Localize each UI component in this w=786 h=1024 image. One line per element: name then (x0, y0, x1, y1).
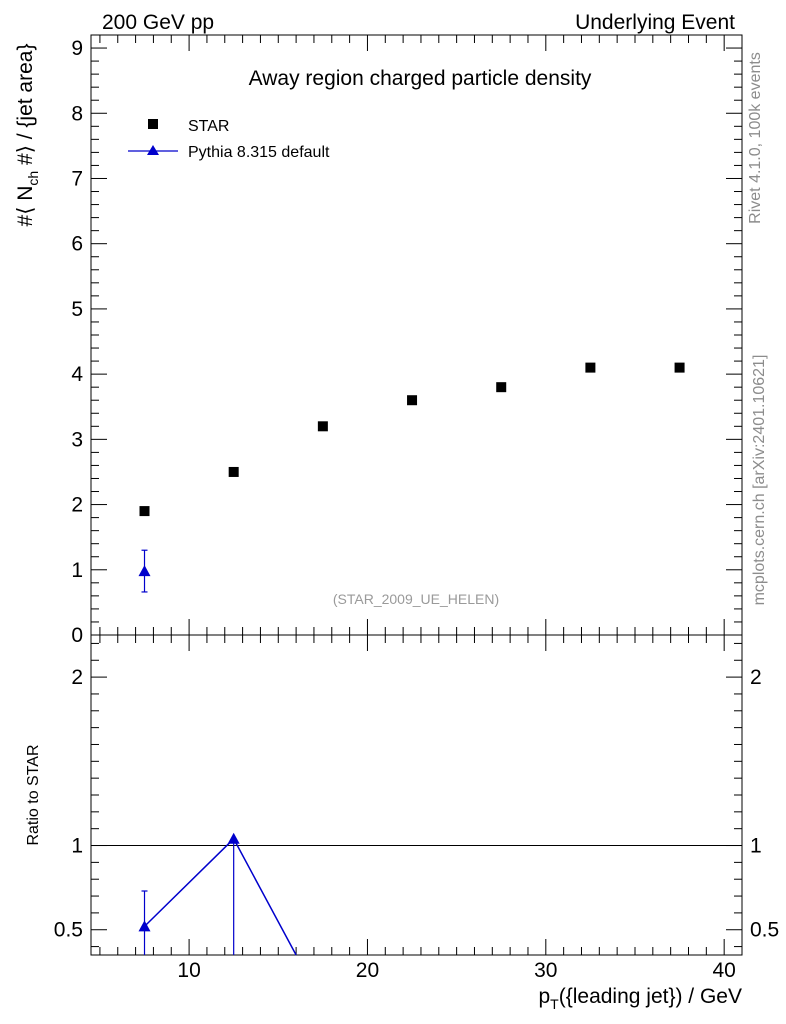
main-y-tick-label: 4 (71, 363, 83, 386)
star-data-point (228, 466, 239, 477)
main-y-tick-label: 0 (71, 624, 83, 647)
ylabel-post: #⟩ / {jet area} (14, 44, 37, 171)
mcplots-source-label: mcplots.cern.ch [arXiv:2401.10621] (751, 355, 768, 606)
ratio-plot-ticks (91, 635, 743, 955)
star-data-point (139, 506, 150, 517)
ratio-x-tick-label: 20 (356, 959, 379, 982)
main-plot-panel: 0 1 2 3 4 5 6 7 8 9 Away region charged particle … (14, 34, 743, 647)
ratio-data-point (227, 832, 240, 844)
xlabel-post: ({leading jet}) / GeV (559, 985, 742, 1008)
main-y-axis-label: #⟨ Nch #⟩ / {jet area} (14, 44, 41, 227)
pythia-data-point (138, 565, 151, 577)
main-y-tick-label: 6 (71, 233, 83, 256)
ratio-series-line (143, 837, 297, 956)
rivet-version-label: Rivet 4.1.0, 100k events (747, 52, 764, 224)
legend-pythia-marker (147, 145, 159, 155)
ratio-y-tick-label: 0.5 (54, 919, 83, 942)
main-y-tick-label: 8 (71, 102, 83, 125)
ratio-plot-frame (90, 634, 743, 956)
main-y-tick-label: 5 (71, 298, 83, 321)
legend-pythia-label: Pythia 8.315 default (188, 144, 330, 161)
ratio-y-tick-label: 1 (71, 835, 83, 858)
ratio-y-tick-label-right: 1 (750, 835, 762, 858)
star-data-point (674, 362, 685, 373)
chart-title: Away region charged particle density (249, 67, 592, 90)
ratio-y-axis-label: Ratio to STAR (25, 744, 42, 845)
main-y-tick-label: 1 (71, 559, 83, 582)
legend-star-label: STAR (188, 118, 229, 135)
x-axis-label: pT({leading jet}) / GeV (538, 985, 742, 1012)
star-data-point (496, 382, 507, 393)
main-plot-data (138, 362, 685, 593)
main-y-tick-label: 9 (71, 37, 83, 60)
legend-star-marker (148, 119, 158, 129)
main-plot-y-tick-labels: 0 1 2 3 4 5 6 7 8 9 (71, 37, 83, 647)
ylabel-sub: ch (25, 171, 41, 186)
ratio-plot-y-tick-labels: 0.5 0.5 1 1 2 2 (54, 666, 779, 942)
ratio-y-tick-label-right: 2 (750, 666, 762, 689)
main-y-tick-label: 3 (71, 428, 83, 451)
ratio-x-tick-label: 40 (712, 959, 735, 982)
main-y-tick-label: 7 (71, 167, 83, 190)
ratio-y-tick-label-right: 0.5 (750, 919, 779, 942)
main-plot-ticks (91, 34, 743, 636)
xlabel-sub: T (550, 996, 559, 1012)
star-data-point (407, 395, 418, 406)
ratio-y-tick-label: 2 (71, 666, 83, 689)
header-left-label: 200 GeV pp (102, 11, 214, 34)
ratio-x-tick-label: 30 (534, 959, 557, 982)
xlabel-pre: p (538, 985, 550, 1008)
main-y-tick-label: 2 (71, 494, 83, 517)
ratio-x-tick-label: 10 (177, 959, 200, 982)
ratio-data-point (138, 920, 151, 932)
ratio-plot-data (138, 832, 297, 956)
ylabel-pre: #⟨ N (14, 186, 37, 227)
star-data-point (585, 362, 596, 373)
analysis-watermark: (STAR_2009_UE_HELEN) (333, 591, 499, 607)
ratio-plot-x-tick-labels: 10 20 30 40 (177, 959, 735, 982)
star-data-point (317, 421, 328, 432)
legend: STAR Pythia 8.315 default (128, 118, 330, 161)
ratio-plot-panel: 0.5 0.5 1 1 2 2 10 20 30 40 Ratio to STAR pT({le… (25, 634, 779, 1012)
header-right-label: Underlying Event (575, 11, 735, 34)
